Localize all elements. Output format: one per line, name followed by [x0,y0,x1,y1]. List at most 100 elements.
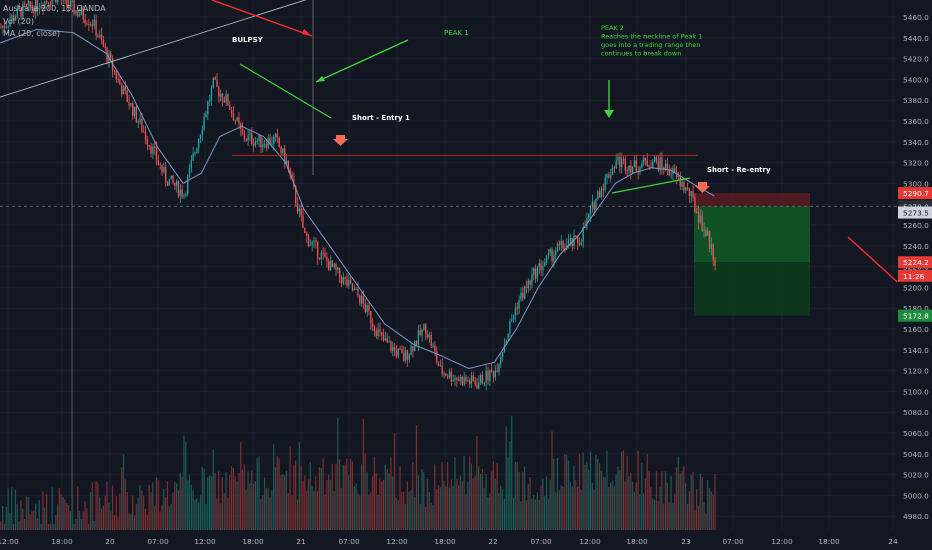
volume-bar [69,511,72,530]
volume-bar [307,479,310,530]
volume-bar [18,521,20,530]
candle-body [593,201,595,210]
volume-bar [364,453,366,530]
volume-bar [181,476,183,530]
volume-bar [148,484,150,530]
volume-bar [685,483,687,530]
candle-body [333,264,335,268]
volume-bar [459,475,462,530]
price-tick-label: 5380.0 [903,96,929,105]
volume-bar [27,496,29,530]
volume-bar [560,485,562,530]
volume-bar [31,511,33,530]
candle-body [388,341,390,343]
candle-body [150,146,152,154]
volume-bar [452,486,454,530]
candle-body [132,103,134,117]
candle-body [447,375,449,378]
volume-bar [327,474,330,530]
candle-body [432,345,434,347]
candle-body [344,277,346,279]
volume-bar [11,487,13,530]
volume-bar [708,488,711,530]
volume-bar [251,470,253,530]
volume-bar [29,514,31,530]
candle-body [177,181,180,197]
candle-body [406,350,409,360]
candle-body [659,157,661,171]
candle-body [249,133,251,136]
volume-bar [155,477,158,530]
candle-body [82,8,84,20]
candle-body [210,87,213,100]
target-price-tag: 5172.8 [903,312,929,321]
candle-body [450,371,453,382]
volume-bar [71,497,73,530]
volume-bar [410,489,412,530]
price-candles [0,0,716,391]
volume-bar [448,487,451,530]
time-tick-label: 07:00 [722,537,744,546]
volume-bar [298,442,300,530]
candle-body [498,364,500,372]
volume-bar [628,476,630,530]
candle-body [507,333,509,341]
volume-bar [227,498,229,530]
volume-bar [88,524,90,530]
volume-bar [381,481,383,530]
volume-bar [458,485,460,530]
candle-body [183,195,185,197]
volume-bar [637,450,639,530]
volume-bar [626,455,628,530]
volume-bar [531,498,533,530]
volume-bar [190,484,192,530]
candle-body [14,17,17,21]
candle-body [690,191,692,196]
candle-body [186,175,189,194]
volume-bar [258,456,260,530]
volume-bar [512,497,515,530]
candle-body [88,24,90,26]
volume-bar [40,524,42,530]
candle-body [633,160,636,167]
volume-bar [377,494,379,530]
candle-body [417,330,420,345]
volume-bar [326,480,328,530]
volume-bar [133,515,136,530]
candle-body [362,296,365,304]
volume-bar [194,499,196,530]
volume-bar [571,486,573,530]
candle-body [392,347,394,352]
volume-bar [306,491,308,530]
volume-bar [183,435,185,530]
candle-body [381,331,383,336]
volume-bar [428,492,430,530]
candle-body [701,215,703,231]
candle-body [56,0,59,3]
candle-body [490,369,493,372]
peak2-slant-line [611,177,691,194]
volume-bar [525,500,527,530]
volume-bar [375,473,377,530]
candle-body [245,139,247,141]
candle-body [436,351,438,362]
candle-body [666,163,669,171]
candle-body [518,299,520,309]
candle-body [161,165,163,173]
volume-bar [690,474,692,530]
candle-body [646,160,648,166]
price-tick-label: 5120.0 [903,367,929,376]
volume-bar [210,476,213,530]
volume-bar [132,495,134,530]
volume-bar [146,514,148,530]
volume-bar [86,508,88,530]
volume-bar [348,474,350,530]
volume-bar [110,511,112,530]
volume-bar [635,482,637,530]
volume-bar [337,417,339,530]
volume-bar [467,482,469,530]
volume-bar [516,462,518,530]
candle-body [166,181,169,186]
candle-body [25,4,28,6]
